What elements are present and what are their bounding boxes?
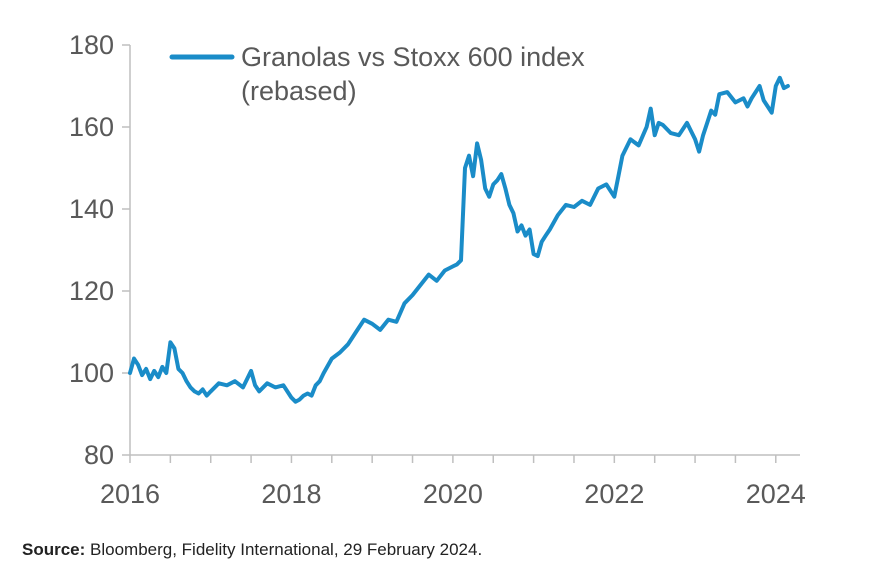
y-tick-label: 140 (69, 194, 114, 224)
legend: Granolas vs Stoxx 600 index (rebased) (169, 42, 585, 106)
x-tick-label: 2020 (423, 479, 483, 509)
y-tick-label: 160 (69, 112, 114, 142)
x-tick-label: 2022 (584, 479, 644, 509)
source-note: Source: Bloomberg, Fidelity Internationa… (22, 540, 482, 560)
x-tick-label: 2018 (261, 479, 321, 509)
series-line-0 (128, 75, 790, 404)
y-tick-label: 180 (69, 30, 114, 60)
series-group (128, 75, 790, 404)
y-tick-label: 120 (69, 276, 114, 306)
y-tick-label: 80 (84, 440, 114, 470)
chart-axes (129, 45, 800, 456)
y-tick-label: 100 (69, 358, 114, 388)
x-tick-label: 2016 (100, 479, 160, 509)
x-tick-label: 2024 (746, 479, 806, 509)
x-axis-ticks: 2016 2018 2020 2022 2024 (100, 455, 806, 509)
source-label: Source: (22, 540, 86, 559)
line-chart: 80 100 120 140 160 180 2016 2018 2020 2022 2024 G… (69, 30, 806, 509)
legend-label-line-2: (rebased) (241, 76, 357, 106)
y-axis-ticks: 80 100 120 140 160 180 (69, 30, 130, 470)
source-text: Bloomberg, Fidelity International, 29 Fe… (85, 540, 483, 559)
legend-label-line-1: Granolas vs Stoxx 600 index (241, 42, 585, 72)
